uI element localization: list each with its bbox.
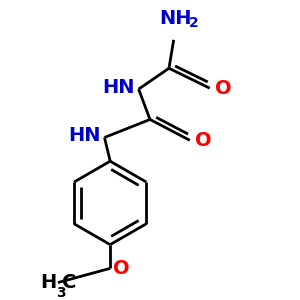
Text: O: O bbox=[215, 79, 231, 98]
Text: O: O bbox=[113, 259, 130, 278]
Text: NH: NH bbox=[159, 9, 192, 28]
Text: H: H bbox=[40, 273, 56, 292]
Text: 2: 2 bbox=[189, 16, 199, 30]
Text: HN: HN bbox=[102, 78, 135, 97]
Text: HN: HN bbox=[68, 126, 101, 145]
Text: O: O bbox=[195, 131, 212, 150]
Text: 3: 3 bbox=[56, 286, 66, 300]
Text: C: C bbox=[62, 273, 76, 292]
